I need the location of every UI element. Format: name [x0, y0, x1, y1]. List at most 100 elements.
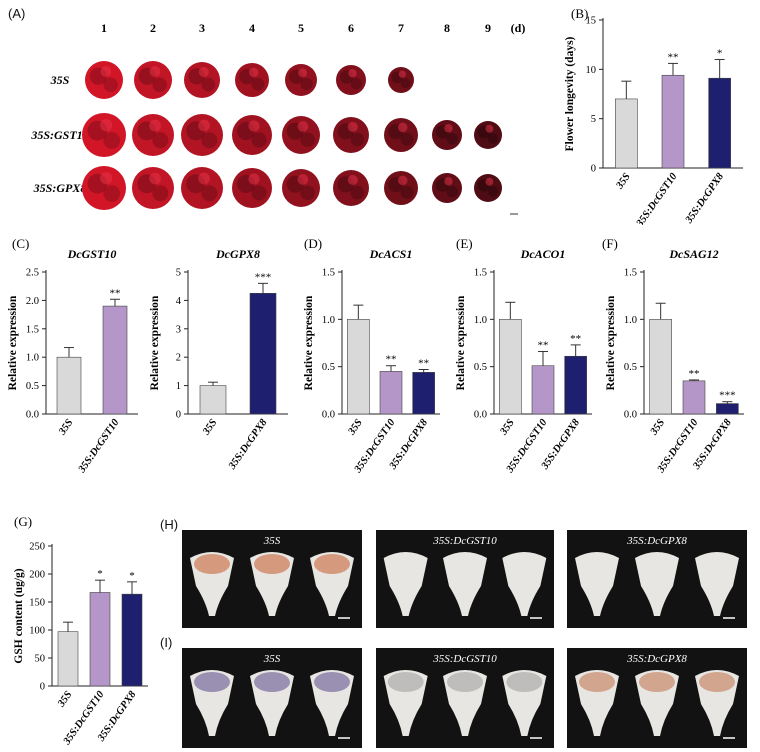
y-tick-label: 1.5 [322, 268, 335, 279]
petal-stain [254, 672, 290, 692]
carnation-petal-shade [201, 77, 216, 92]
petal [695, 552, 739, 616]
carnation-highlight [149, 172, 161, 185]
panel-letter: (B) [571, 6, 588, 21]
carnation-flower [82, 113, 126, 157]
carnation-flower [132, 167, 174, 209]
y-axis-label: Relative expression [150, 295, 161, 390]
x-tick-label: 35S [56, 417, 75, 438]
carnation-petal-shade [400, 78, 411, 89]
carnation-highlight [198, 119, 210, 132]
petal-stain [387, 672, 424, 692]
chart-title: DcACO1 [520, 247, 566, 261]
x-tick-label: 35S:DcGPX8 [226, 417, 269, 473]
carnation-petal-shade [103, 185, 121, 202]
carnation-highlight [149, 119, 161, 132]
significance-label: *** [719, 390, 736, 402]
y-tick-label: 5 [176, 268, 181, 279]
carnation-flower [474, 121, 502, 149]
carnation-highlight [485, 177, 494, 186]
bar [615, 98, 638, 169]
chart-g-gsh-content: (G) GSH content (ug/g) 0 50 100 150 200 250 35S *… [13, 514, 148, 748]
carnation-flower [232, 168, 272, 208]
y-axis-label: Relative expression [605, 295, 617, 390]
y-tick-label: 0.5 [322, 362, 335, 373]
y-tick-label: 200 [29, 570, 45, 581]
carnation-petal-shade [251, 132, 267, 148]
significance-label: *** [255, 271, 272, 283]
carnation-petal-shade [400, 132, 414, 146]
carnation-highlight [397, 175, 408, 186]
chart-c2-dcgpx8: DcGPX8 Relative expression 0 1 2 3 4 5 35S *** 35S… [150, 247, 288, 473]
carnation-highlight [198, 172, 210, 185]
carnation-flower [474, 174, 502, 202]
carnation-highlight [297, 121, 309, 132]
y-tick-label: 50 [35, 654, 46, 665]
bar [57, 631, 79, 687]
carnation-petal-shade [152, 185, 169, 202]
y-tick-label: 1.5 [26, 324, 39, 335]
day-label: 9 [485, 21, 491, 35]
carnation-flower [333, 170, 369, 206]
carnation-highlight [297, 174, 309, 185]
petal [443, 552, 487, 616]
carnation-flower [388, 67, 414, 93]
carnation-petal-shade [103, 132, 121, 149]
petal-stain [639, 672, 675, 692]
x-tick-label: 35S [498, 417, 517, 438]
carnation-petal-shade [487, 186, 499, 197]
significance-label: ** [418, 358, 429, 370]
y-tick-label: 3 [176, 324, 181, 335]
carnation-highlight [248, 67, 259, 78]
x-tick-label: 35S [55, 689, 74, 710]
chart-title: DcGST10 [67, 247, 117, 261]
panel-a-letter: (A) [8, 6, 26, 21]
carnation-petal-shade [300, 77, 313, 91]
carnation-petal-shade [251, 77, 265, 91]
panel-letter: (E) [456, 236, 473, 251]
y-axis-label: Relative expression [7, 295, 19, 390]
bar [56, 356, 82, 415]
carnation-petal-shade [152, 77, 167, 92]
chart-title: DcSAG12 [668, 247, 718, 261]
y-tick-label: 0.0 [624, 410, 637, 421]
carnation-highlight [149, 66, 161, 77]
photo-label: 35S:DcGPX8 [626, 653, 687, 665]
bar [682, 380, 706, 415]
carnation-flower [384, 118, 418, 152]
x-tick-label: 35S [346, 417, 365, 438]
y-tick-label: 0.0 [322, 410, 335, 421]
bar [564, 355, 587, 415]
carnation-petal-shade [400, 185, 414, 199]
x-tick-label: 35S [648, 417, 667, 438]
petal-stain [314, 672, 350, 692]
carnation-petal-shade [300, 132, 315, 147]
y-tick-label: 4 [176, 296, 182, 307]
chart-title: DcGPX8 [215, 247, 260, 261]
bar [102, 305, 128, 415]
y-tick-label: 15 [586, 16, 597, 27]
petal-stain [447, 672, 483, 692]
y-axis-label: Relative expression [303, 295, 315, 390]
bar [412, 372, 435, 415]
panel-a-flower-photos: 1 2 3 4 5 6 7 8 9 (d) 35S 35S:GST10 35S:GPX8 [30, 21, 525, 215]
carnation-flower [232, 115, 272, 155]
bar [89, 592, 111, 687]
petal [575, 552, 619, 616]
chart-f-dcsag12: (F) DcSAG12 Relative expression 0.0 0.5 1.0 1.… [602, 236, 744, 476]
petal-stain [579, 672, 615, 692]
carnation-petal-shade [446, 186, 458, 198]
y-tick-label: 0.5 [474, 362, 487, 373]
panel-h-petal-stain: 35S 35S:DcGST10 35S:DcGPX8 [182, 530, 747, 628]
carnation-highlight [100, 66, 112, 77]
significance-label: ** [538, 340, 549, 352]
petal-stain [254, 554, 290, 574]
carnation-flower [282, 169, 320, 207]
carnation-flower [82, 166, 126, 210]
bar [121, 593, 143, 687]
significance-label: ** [668, 51, 679, 63]
carnation-petal-shade [251, 185, 267, 201]
y-tick-label: 1.0 [474, 315, 487, 326]
significance-label: ** [110, 287, 121, 299]
day-label: 6 [348, 21, 354, 35]
